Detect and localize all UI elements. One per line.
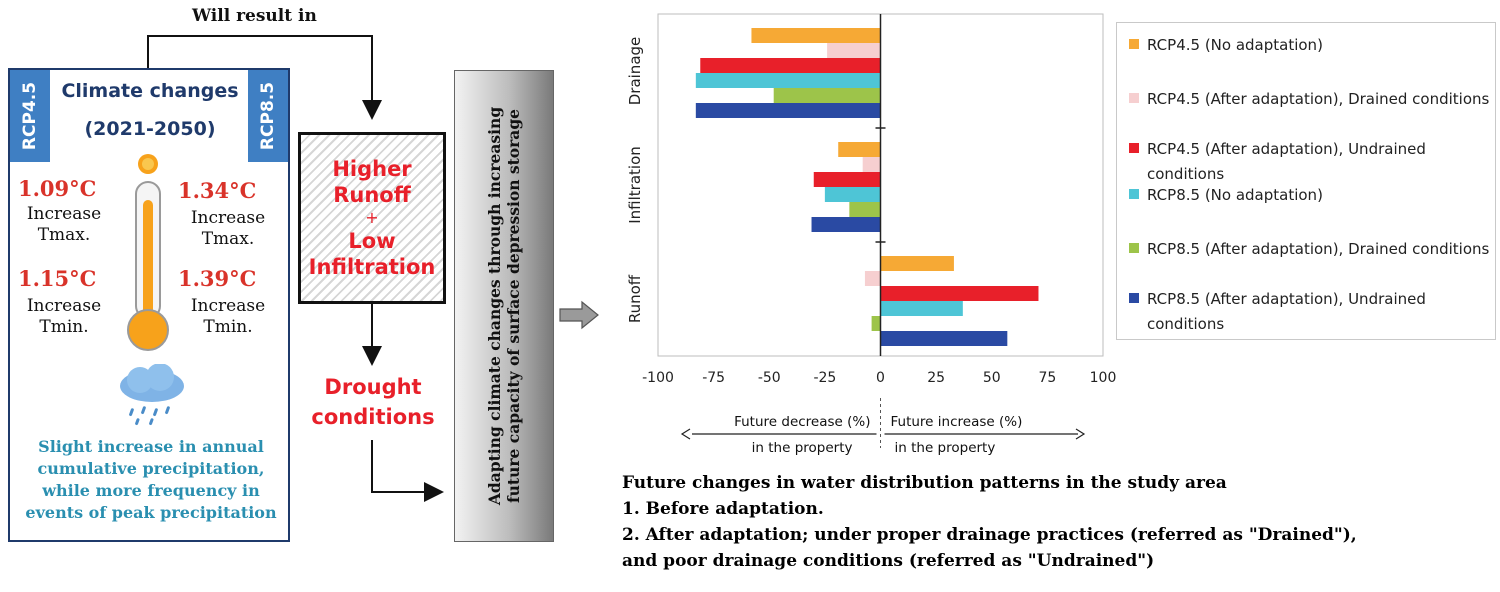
x-tick-label: 50 — [983, 370, 1001, 386]
legend-item-5: RCP8.5 (After adaptation), Drained condi… — [1129, 237, 1497, 262]
bar-runoff-series-6 — [880, 331, 1008, 346]
bar-runoff-series-1 — [880, 256, 954, 271]
bar-runoff-series-5 — [871, 316, 881, 331]
arrow-increase-head — [1075, 428, 1086, 440]
rcp85-tmin-label: Increase Tmin. — [190, 296, 266, 337]
legend-swatch — [1129, 243, 1139, 253]
legend-label: RCP4.5 (No adaptation) — [1147, 36, 1323, 54]
arrow-drought-to-adapt — [371, 440, 444, 502]
rcp45-tmin-label: Increase Tmin. — [26, 296, 102, 337]
annotation-increase-line2: in the property — [895, 440, 996, 455]
figure-caption: Future changes in water distribution pat… — [622, 473, 1357, 571]
bar-runoff-series-3 — [880, 286, 1039, 301]
adapting-box: Adapting climate changes through increas… — [454, 70, 554, 542]
category-label-drainage: Drainage — [626, 37, 644, 106]
legend-swatch — [1129, 189, 1139, 199]
bar-infiltration-series-1 — [838, 142, 881, 157]
annotation-decrease-line2: in the property — [752, 440, 853, 455]
x-tick-label: 100 — [1090, 370, 1117, 386]
legend-swatch — [1129, 293, 1139, 303]
x-tick-label: -75 — [702, 370, 725, 386]
annotation-decrease-line1: Future decrease (%) — [734, 414, 870, 430]
rcp45-tab: RCP4.5 — [10, 70, 50, 162]
legend-swatch — [1129, 93, 1139, 103]
drought-conditions: Drought conditions — [311, 375, 435, 429]
x-tick-label: -100 — [642, 370, 674, 386]
arrow-decrease-head — [680, 428, 691, 440]
legend-item-2: RCP4.5 (After adaptation), Drained condi… — [1129, 87, 1497, 112]
bar-infiltration-series-4 — [824, 187, 881, 202]
will-result-in-label: Will result in — [192, 6, 317, 26]
climate-title: Climate changes — [61, 80, 239, 102]
bar-chart: Drainage Infiltration Runoff -100 -75 -50 -25 0… — [626, 13, 1117, 455]
legend-label: RCP8.5 (No adaptation) — [1147, 186, 1323, 204]
legend-swatch — [1129, 143, 1139, 153]
thermometer-icon — [127, 154, 169, 351]
legend-label: RCP4.5 (After adaptation), Drained condi… — [1147, 90, 1490, 108]
category-label-runoff: Runoff — [626, 274, 644, 323]
bar-infiltration-series-5 — [849, 202, 881, 217]
adapting-text: Adapting climate changes through increas… — [485, 106, 523, 506]
rcp85-tmax-label: Increase Tmax. — [190, 208, 266, 249]
x-tick-label: 0 — [876, 370, 885, 386]
bar-runoff-series-4 — [880, 301, 963, 316]
bar-drainage-series-6 — [695, 103, 881, 118]
category-label-infiltration: Infiltration — [626, 146, 644, 224]
bar-drainage-series-1 — [751, 28, 881, 43]
sun-icon — [138, 154, 158, 174]
arrow-adapt-to-chart — [559, 300, 599, 330]
legend-label: RCP8.5 (After adaptation), Drained condi… — [1147, 240, 1490, 258]
rcp85-tmin-value: 1.39°C — [178, 266, 257, 291]
arrow-climate-to-runoff — [147, 35, 382, 120]
bar-runoff-series-2 — [864, 271, 881, 286]
rain-cloud-icon — [120, 364, 184, 426]
precipitation-text: Slight increase in annual cumulative pre… — [25, 437, 277, 522]
rcp85-tmax-value: 1.34°C — [178, 178, 257, 203]
x-tick-label: 25 — [927, 370, 945, 386]
rcp45-tmax-value: 1.09°C — [18, 176, 97, 201]
x-tick-label: -25 — [813, 370, 836, 386]
bar-infiltration-series-6 — [811, 217, 881, 232]
climate-period: (2021-2050) — [84, 118, 216, 140]
bar-drainage-series-5 — [773, 88, 881, 103]
legend-item-4: RCP8.5 (No adaptation) — [1129, 183, 1497, 208]
legend-item-6: RCP8.5 (After adaptation), Undrained con… — [1129, 287, 1497, 337]
x-tick-label: 75 — [1038, 370, 1056, 386]
rcp45-tmax-label: Increase Tmax. — [26, 204, 102, 245]
legend-item-3: RCP4.5 (After adaptation), Undrained con… — [1129, 137, 1497, 187]
higher-runoff-box: Higher Runoff + Low Infiltration — [298, 132, 446, 304]
legend-label: RCP8.5 (After adaptation), Undrained con… — [1147, 290, 1426, 333]
legend-label: RCP4.5 (After adaptation), Undrained con… — [1147, 140, 1426, 183]
legend-swatch — [1129, 39, 1139, 49]
climate-changes-box: RCP4.5 RCP8.5 Climate changes (2021-2050… — [8, 68, 290, 542]
x-tick-label: -50 — [758, 370, 781, 386]
chart-legend: RCP4.5 (No adaptation) RCP4.5 (After adap… — [1116, 22, 1496, 340]
bar-drainage-series-4 — [695, 73, 881, 88]
legend-item-1: RCP4.5 (No adaptation) — [1129, 33, 1497, 58]
bar-infiltration-series-2 — [862, 157, 881, 172]
bar-drainage-series-3 — [700, 58, 881, 73]
rcp45-tmin-value: 1.15°C — [18, 266, 97, 291]
annotation-increase-line1: Future increase (%) — [891, 414, 1023, 430]
bar-infiltration-series-3 — [813, 172, 881, 187]
bar-drainage-series-2 — [827, 43, 881, 58]
rcp85-tab: RCP8.5 — [248, 70, 288, 162]
